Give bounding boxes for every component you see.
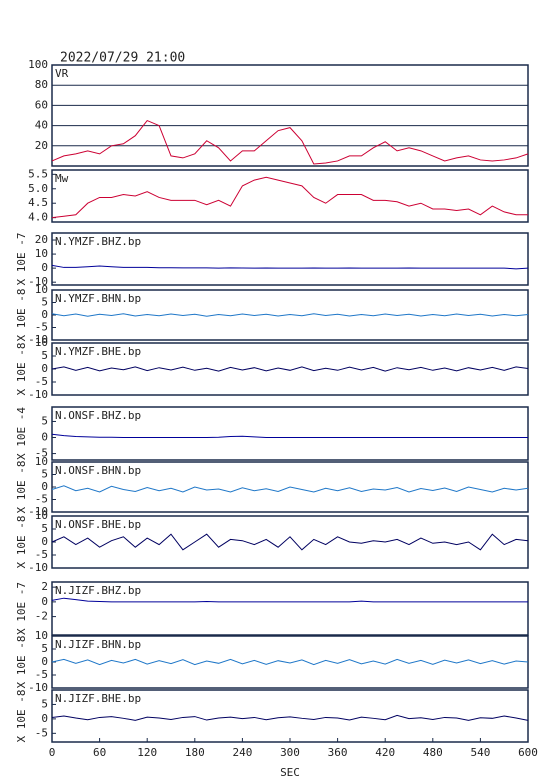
x-tick-label: 0 xyxy=(49,746,56,759)
y-axis-label: X 10E -8 xyxy=(15,636,28,689)
y-axis-label: X 10E -4 xyxy=(15,407,28,460)
chart-title: 2022/07/29 21:00 xyxy=(60,51,185,66)
x-tick-label: 60 xyxy=(93,746,106,759)
y-tick-label: 5 xyxy=(41,296,48,309)
y-tick-label: 20 xyxy=(35,139,48,152)
y-tick-label: -5 xyxy=(35,668,48,681)
data-line xyxy=(51,119,529,165)
y-tick-label: -5 xyxy=(35,493,48,506)
data-line xyxy=(51,714,529,721)
y-tick-label: 5 xyxy=(41,522,48,535)
y-tick-label: -10 xyxy=(28,505,48,518)
panel-label: N.YMZF.BHE.bp xyxy=(55,345,141,358)
y-axis-label: X 10E -7 xyxy=(15,233,28,286)
panel-frame xyxy=(51,581,529,636)
data-line xyxy=(51,366,529,372)
y-tick-label: -5 xyxy=(35,447,48,460)
y-tick-label: 4.5 xyxy=(28,196,48,209)
y-axis-label: X 10E -8 xyxy=(15,461,28,514)
y-tick-label: 5.5 xyxy=(28,167,48,180)
y-tick-label: 5 xyxy=(41,697,48,710)
x-tick-label: 240 xyxy=(232,746,252,759)
panel-label: N.YMZF.BHN.bp xyxy=(55,292,141,305)
data-line xyxy=(51,658,529,666)
x-tick-label: 420 xyxy=(375,746,395,759)
y-tick-label: 100 xyxy=(28,58,48,71)
y-tick-label: -5 xyxy=(35,375,48,388)
y-tick-label: -10 xyxy=(28,275,48,288)
panel-label: N.JIZF.BHE.bp xyxy=(55,692,141,705)
x-tick-label: 540 xyxy=(470,746,490,759)
y-tick-label: 2 xyxy=(41,580,48,593)
panel-frame xyxy=(51,169,529,223)
y-tick-label: 0 xyxy=(41,595,48,608)
y-tick-label: 0 xyxy=(41,655,48,668)
y-tick-label: 5 xyxy=(41,414,48,427)
y-tick-label: -10 xyxy=(28,333,48,346)
y-tick-label: -5 xyxy=(35,548,48,561)
data-line xyxy=(51,433,528,439)
panel-label: N.JIZF.BHZ.bp xyxy=(55,584,141,597)
y-tick-label: 20 xyxy=(35,233,48,246)
y-tick-label: 0 xyxy=(41,362,48,375)
panel-label: N.ONSF.BHZ.bp xyxy=(55,409,141,422)
y-tick-label: -10 xyxy=(28,561,48,574)
y-tick-label: -5 xyxy=(35,321,48,334)
y-tick-label: 5 xyxy=(41,468,48,481)
y-axis-label: X 10E -8 xyxy=(15,289,28,342)
x-axis-label: SEC xyxy=(280,766,300,779)
y-tick-label: 10 xyxy=(35,629,48,642)
y-tick-label: 0 xyxy=(41,431,48,444)
y-tick-label: 60 xyxy=(35,98,48,111)
data-line xyxy=(51,597,528,603)
panel-label: VR xyxy=(55,67,69,80)
y-tick-label: 10 xyxy=(35,509,48,522)
y-axis-label: X 10E -8 xyxy=(15,690,28,743)
data-line xyxy=(51,533,529,551)
data-line xyxy=(51,485,529,493)
x-tick-label: 120 xyxy=(137,746,157,759)
data-line xyxy=(51,264,529,270)
y-axis-label: X 10E -8 xyxy=(15,343,28,396)
panel-label: Mw xyxy=(55,172,69,185)
panel-label: N.ONSF.BHE.bp xyxy=(55,518,141,531)
y-tick-label: 5 xyxy=(41,349,48,362)
y-tick-label: -10 xyxy=(28,681,48,694)
x-tick-label: 480 xyxy=(423,746,443,759)
y-tick-label: -2 xyxy=(35,610,48,623)
y-tick-label: 5.0 xyxy=(28,182,48,195)
y-tick-label: 5 xyxy=(41,642,48,655)
y-axis-label: X 10E -7 xyxy=(15,582,28,635)
x-tick-label: 360 xyxy=(328,746,348,759)
y-tick-label: 0 xyxy=(41,261,48,274)
y-axis-label: X 10E -8 xyxy=(15,516,28,569)
x-tick-label: 300 xyxy=(280,746,300,759)
panel-frame xyxy=(51,406,529,461)
y-tick-label: 0 xyxy=(41,712,48,725)
y-tick-label: 10 xyxy=(35,283,48,296)
data-line xyxy=(51,313,529,317)
x-tick-label: 600 xyxy=(518,746,538,759)
y-tick-label: 0 xyxy=(41,308,48,321)
y-tick-label: 10 xyxy=(35,247,48,260)
y-tick-label: 4.0 xyxy=(28,211,48,224)
y-tick-label: -5 xyxy=(35,726,48,739)
y-tick-label: 40 xyxy=(35,119,48,132)
y-tick-label: 0 xyxy=(41,480,48,493)
y-tick-label: 10 xyxy=(35,455,48,468)
data-line xyxy=(51,176,528,219)
panel-frame xyxy=(51,232,529,286)
y-tick-label: 10 xyxy=(35,336,48,349)
y-tick-label: 80 xyxy=(35,78,48,91)
y-tick-label: 0 xyxy=(41,535,48,548)
panel-frame xyxy=(51,64,529,167)
panel-label: N.YMZF.BHZ.bp xyxy=(55,235,141,248)
y-tick-label: -10 xyxy=(28,388,48,401)
x-tick-label: 180 xyxy=(185,746,205,759)
panel-label: N.JIZF.BHN.bp xyxy=(55,638,141,651)
panel-label: N.ONSF.BHN.bp xyxy=(55,464,141,477)
